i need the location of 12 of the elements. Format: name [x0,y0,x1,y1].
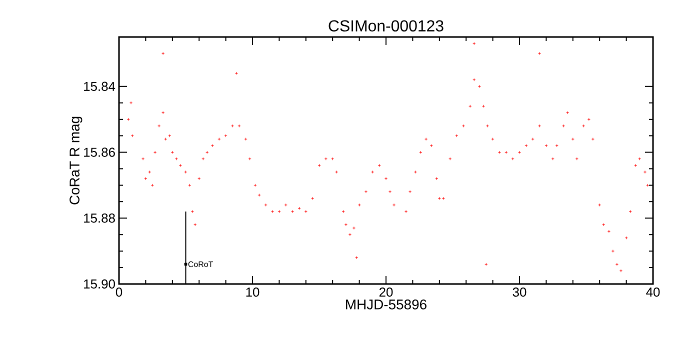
x-tick-label: 10 [246,288,260,297]
x-tick-label: 0 [116,288,122,297]
x-tick-label: 20 [379,288,393,297]
y-tick-label: 15.90 [84,279,115,289]
y-tick-label: 15.88 [84,214,115,223]
x-axis-title: MHJD-55896 [346,300,426,310]
x-tick-label: 40 [646,288,660,297]
y-tick-label: 15.84 [84,82,116,91]
chart-title: CSIMon-000123 [328,20,444,32]
x-tick-label: 30 [512,288,526,297]
y-tick-label: 15.86 [84,148,115,157]
y-axis-title: CoRaT R mag [70,116,82,204]
